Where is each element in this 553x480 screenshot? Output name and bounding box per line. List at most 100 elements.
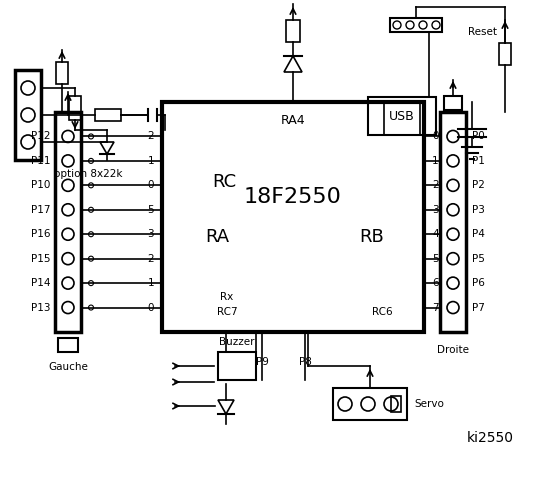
Text: 5: 5	[432, 253, 439, 264]
Circle shape	[361, 397, 375, 411]
Text: 3: 3	[432, 205, 439, 215]
Text: 4: 4	[432, 229, 439, 239]
Text: P8: P8	[299, 357, 311, 367]
Bar	[55, 112, 81, 332]
Text: 0: 0	[432, 132, 439, 142]
Text: P16: P16	[30, 229, 50, 239]
Circle shape	[384, 397, 398, 411]
Text: Droite: Droite	[437, 345, 469, 355]
Text: P0: P0	[472, 132, 485, 142]
Text: RA: RA	[205, 228, 229, 246]
Circle shape	[393, 21, 401, 29]
Text: 18F2550: 18F2550	[244, 187, 342, 207]
Circle shape	[88, 183, 93, 188]
Circle shape	[62, 277, 74, 289]
Text: RA4: RA4	[281, 113, 305, 127]
Text: P17: P17	[30, 205, 50, 215]
Circle shape	[62, 301, 74, 313]
Text: RC6: RC6	[372, 307, 392, 317]
Circle shape	[447, 301, 459, 313]
Text: 1: 1	[148, 278, 154, 288]
Text: RC: RC	[212, 173, 236, 191]
Circle shape	[447, 155, 459, 167]
Bar	[58, 338, 78, 352]
Circle shape	[88, 305, 93, 310]
Text: P10: P10	[30, 180, 50, 191]
Circle shape	[21, 81, 35, 95]
Text: 2: 2	[432, 180, 439, 191]
Circle shape	[21, 108, 35, 122]
Circle shape	[419, 21, 427, 29]
Text: P11: P11	[30, 156, 50, 166]
Text: RC7: RC7	[217, 307, 237, 317]
Bar	[69, 96, 81, 120]
Text: Reset: Reset	[468, 27, 497, 37]
Bar	[218, 352, 256, 380]
Text: P3: P3	[472, 205, 485, 215]
Text: Gauche: Gauche	[48, 362, 88, 372]
Bar	[440, 112, 466, 332]
Text: Buzzer: Buzzer	[219, 337, 255, 347]
Circle shape	[62, 155, 74, 167]
Circle shape	[447, 204, 459, 216]
Text: P14: P14	[30, 278, 50, 288]
Circle shape	[62, 228, 74, 240]
Bar	[286, 20, 300, 42]
Text: P1: P1	[472, 156, 485, 166]
Text: 5: 5	[148, 205, 154, 215]
Text: 1: 1	[148, 156, 154, 166]
Circle shape	[447, 228, 459, 240]
Text: 2: 2	[148, 253, 154, 264]
Bar	[162, 102, 424, 332]
Bar	[390, 18, 442, 32]
Circle shape	[447, 277, 459, 289]
Circle shape	[447, 252, 459, 264]
Circle shape	[88, 158, 93, 163]
Text: ki2550: ki2550	[467, 431, 514, 445]
Circle shape	[62, 180, 74, 192]
Bar	[56, 62, 68, 84]
Bar	[444, 96, 462, 110]
Bar	[368, 97, 436, 135]
Text: 1: 1	[432, 156, 439, 166]
Circle shape	[62, 131, 74, 143]
Circle shape	[88, 134, 93, 139]
Circle shape	[447, 180, 459, 192]
Text: 0: 0	[148, 180, 154, 191]
Text: 7: 7	[432, 302, 439, 312]
Circle shape	[447, 131, 459, 143]
Text: P12: P12	[30, 132, 50, 142]
Text: P13: P13	[30, 302, 50, 312]
Text: P7: P7	[472, 302, 485, 312]
Circle shape	[62, 204, 74, 216]
Circle shape	[88, 256, 93, 261]
Text: 3: 3	[148, 229, 154, 239]
Circle shape	[432, 21, 440, 29]
Text: P6: P6	[472, 278, 485, 288]
Text: RB: RB	[359, 228, 384, 246]
Bar	[499, 43, 511, 65]
Bar	[15, 70, 41, 160]
Text: P5: P5	[472, 253, 485, 264]
Text: option 8x22k: option 8x22k	[54, 169, 122, 179]
Circle shape	[88, 207, 93, 212]
Text: 0: 0	[148, 302, 154, 312]
Text: P4: P4	[472, 229, 485, 239]
Circle shape	[406, 21, 414, 29]
Text: P15: P15	[30, 253, 50, 264]
Circle shape	[338, 397, 352, 411]
Bar	[391, 396, 401, 412]
Circle shape	[62, 252, 74, 264]
Circle shape	[88, 232, 93, 237]
Text: 2: 2	[148, 132, 154, 142]
Text: Rx: Rx	[221, 292, 233, 302]
Circle shape	[21, 135, 35, 149]
Text: P9: P9	[255, 357, 268, 367]
Circle shape	[88, 281, 93, 286]
Text: P2: P2	[472, 180, 485, 191]
Text: USB: USB	[389, 109, 415, 122]
Bar	[95, 109, 121, 121]
Bar	[333, 388, 407, 420]
Text: Servo: Servo	[414, 399, 444, 409]
Text: 6: 6	[432, 278, 439, 288]
